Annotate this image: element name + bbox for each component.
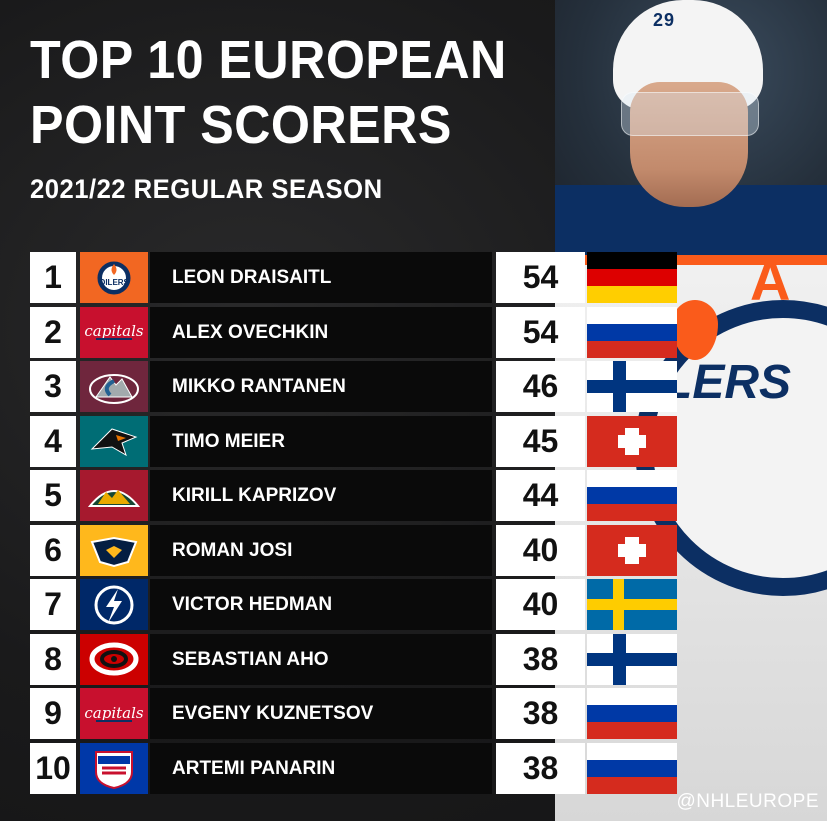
points: 40 [496,579,585,630]
points: 45 [496,415,585,467]
rangers-logo [80,742,148,794]
leaderboard-row: 5 KIRILL KAPRIZOV 44 [30,470,677,521]
title-line-1: TOP 10 EUROPEAN [30,30,507,90]
player-name: ARTEMI PANARIN [150,742,492,794]
capitals-logo: capitals [80,306,148,358]
rank: 6 [30,524,76,576]
lightning-logo [80,579,148,630]
capitals-logo: capitals [80,688,148,739]
player-name: VICTOR HEDMAN [150,579,492,630]
leaderboard-row: 4 TIMO MEIER 45 [30,415,677,467]
player-name: EVGENY KUZNETSOV [150,688,492,739]
player-name: ALEX OVECHKIN [150,306,492,358]
russia-flag [587,470,677,521]
sharks-logo [80,415,148,467]
russia-flag [587,306,677,358]
switzerland-flag [587,415,677,467]
title-line-2: POINT SCORERS [30,95,452,155]
switzerland-flag [587,524,677,576]
leaderboard-row: 10 ARTEMI PANARIN 38 [30,742,677,794]
leaderboard: 1 OILERS LEON DRAISAITL 54 2 capitals AL… [30,252,677,797]
sweden-flag [587,579,677,630]
leaderboard-row: 1 OILERS LEON DRAISAITL 54 [30,252,677,303]
player-name: TIMO MEIER [150,415,492,467]
oilers-logo: OILERS [80,252,148,303]
russia-flag [587,742,677,794]
player-photo: 29 A LERS [555,0,827,821]
rank: 5 [30,470,76,521]
finland-flag [587,361,677,412]
leaderboard-row: 3 MIKKO RANTANEN 46 [30,361,677,412]
avalanche-logo [80,361,148,412]
crest-text: LERS [663,356,792,409]
subtitle: 2021/22 REGULAR SEASON [30,174,383,204]
svg-text:OILERS: OILERS [99,278,129,287]
svg-text:capitals: capitals [84,322,144,340]
leaderboard-row: 2 capitals ALEX OVECHKIN 54 [30,306,677,358]
hurricanes-logo [80,633,148,685]
crest-drop-icon [672,300,718,360]
russia-flag [587,688,677,739]
rank: 2 [30,306,76,358]
points: 38 [496,742,585,794]
points: 46 [496,361,585,412]
points: 54 [496,306,585,358]
leaderboard-row: 6 ROMAN JOSI 40 [30,524,677,576]
player-name: LEON DRAISAITL [150,252,492,303]
rank: 7 [30,579,76,630]
player-name: MIKKO RANTANEN [150,361,492,412]
visor [621,92,759,136]
leaderboard-row: 9 capitals EVGENY KUZNETSOV 38 [30,688,677,739]
player-face [630,82,748,207]
predators-logo [80,524,148,576]
leaderboard-row: 7 VICTOR HEDMAN 40 [30,579,677,630]
points: 54 [496,252,585,303]
player-name: ROMAN JOSI [150,524,492,576]
svg-text:capitals: capitals [84,704,144,722]
leaderboard-row: 8 SEBASTIAN AHO 38 [30,633,677,685]
finland-flag [587,633,677,685]
wild-logo [80,470,148,521]
rank: 1 [30,252,76,303]
rank: 9 [30,688,76,739]
rank: 4 [30,415,76,467]
player-name: KIRILL KAPRIZOV [150,470,492,521]
points: 38 [496,688,585,739]
points: 40 [496,524,585,576]
rank: 10 [30,742,76,794]
social-handle: @NHLEUROPE [676,791,819,812]
helmet-number: 29 [653,10,676,30]
rank: 3 [30,361,76,412]
points: 38 [496,633,585,685]
points: 44 [496,470,585,521]
germany-flag [587,252,677,303]
rank: 8 [30,633,76,685]
player-name: SEBASTIAN AHO [150,633,492,685]
